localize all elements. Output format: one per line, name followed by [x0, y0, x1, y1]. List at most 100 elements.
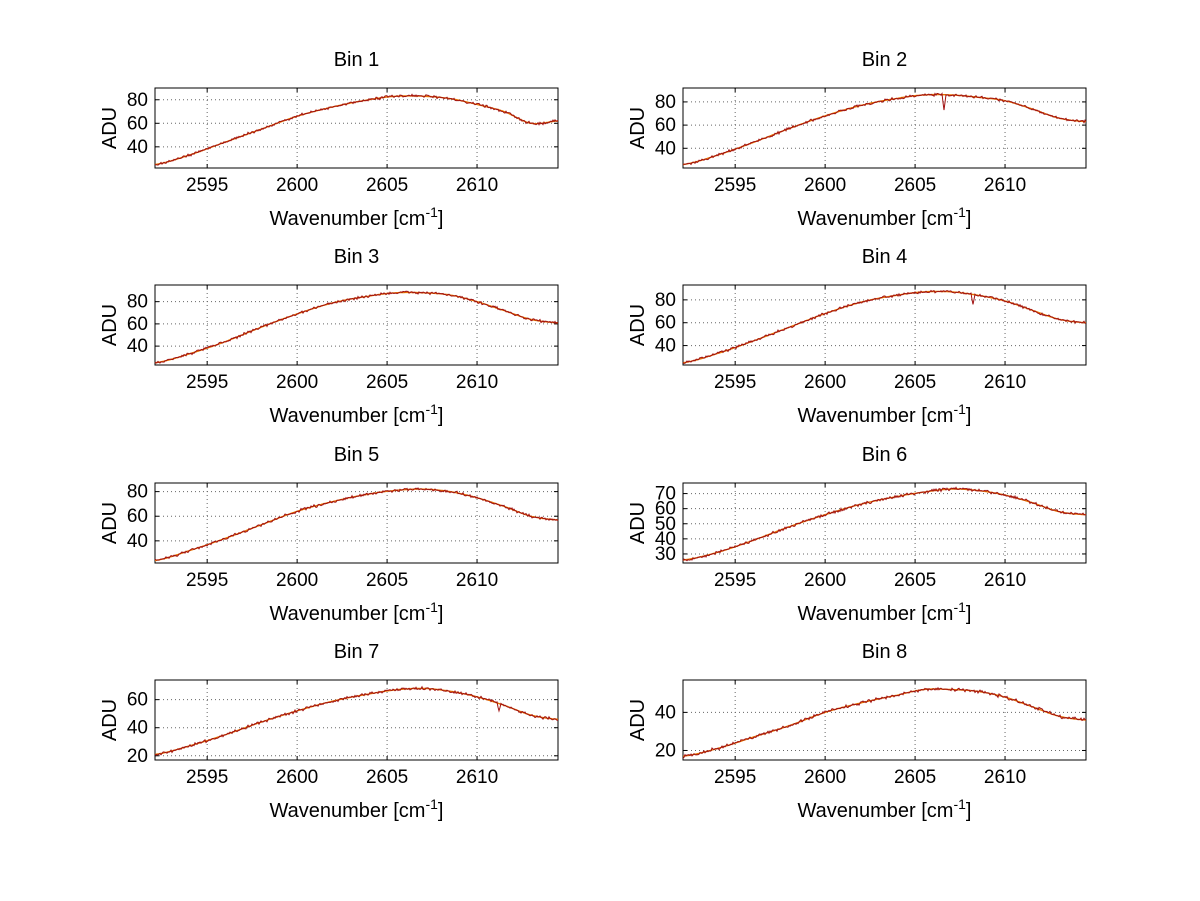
- svg-text:20: 20: [127, 746, 148, 767]
- x-axis-label-text: Wavenumber [cm: [269, 603, 426, 625]
- svg-text:40: 40: [655, 702, 676, 723]
- svg-text:2595: 2595: [186, 570, 228, 591]
- svg-text:60: 60: [127, 506, 148, 527]
- svg-text:40: 40: [127, 336, 148, 357]
- svg-text:80: 80: [655, 92, 676, 113]
- x-axis-label: Wavenumber [cm-1]: [155, 796, 558, 826]
- x-axis-label-superscript: -1: [953, 796, 966, 812]
- svg-text:2605: 2605: [894, 175, 936, 196]
- x-axis-label: Wavenumber [cm-1]: [155, 204, 558, 234]
- x-axis-label: Wavenumber [cm-1]: [683, 796, 1086, 826]
- svg-text:50: 50: [655, 514, 676, 535]
- svg-text:2595: 2595: [714, 175, 756, 196]
- subplot-bin-4: Bin 4 ADU 2595 2600 2605 2610 40 60 80 Wavenum…: [627, 241, 1101, 433]
- svg-text:2600: 2600: [804, 372, 846, 393]
- svg-text:30: 30: [655, 544, 676, 565]
- svg-text:2600: 2600: [804, 175, 846, 196]
- subplot-bin-6: Bin 6 ADU 2595 2600 2605 2610 30 40 50 60 70 Wav…: [627, 439, 1101, 631]
- svg-text:2605: 2605: [894, 767, 936, 788]
- plot-canvas: 2595 2600 2605 2610 20 40: [655, 679, 1087, 788]
- svg-text:2610: 2610: [984, 175, 1026, 196]
- x-axis-label: Wavenumber [cm-1]: [683, 204, 1086, 234]
- svg-text:40: 40: [127, 531, 148, 552]
- x-axis-label-superscript: -1: [953, 599, 966, 615]
- x-axis-label-text: Wavenumber [cm: [269, 800, 426, 822]
- x-axis-label-superscript: -1: [953, 204, 966, 220]
- plot-title: Bin 8: [861, 641, 908, 663]
- x-axis-label-close: ]: [437, 603, 444, 625]
- svg-text:2595: 2595: [714, 767, 756, 788]
- svg-text:2595: 2595: [714, 570, 756, 591]
- svg-text:2610: 2610: [456, 570, 498, 591]
- svg-text:80: 80: [655, 290, 676, 311]
- x-axis-label-close: ]: [965, 208, 972, 230]
- plot-title: Bin 7: [333, 641, 380, 663]
- svg-text:40: 40: [655, 529, 676, 550]
- svg-text:2605: 2605: [366, 372, 408, 393]
- x-axis-label-text: Wavenumber [cm: [797, 208, 954, 230]
- svg-text:60: 60: [655, 499, 676, 520]
- svg-text:60: 60: [127, 690, 148, 711]
- svg-text:80: 80: [127, 482, 148, 503]
- plot-title: Bin 3: [333, 246, 380, 268]
- x-axis-label-text: Wavenumber [cm: [797, 405, 954, 427]
- svg-text:20: 20: [655, 740, 676, 761]
- x-axis-label-superscript: -1: [425, 401, 438, 417]
- x-axis-label-superscript: -1: [425, 204, 438, 220]
- svg-text:60: 60: [655, 115, 676, 136]
- x-axis-label-text: Wavenumber [cm: [269, 208, 426, 230]
- svg-text:2600: 2600: [276, 372, 318, 393]
- plot-title: Bin 6: [861, 444, 908, 466]
- svg-text:70: 70: [655, 484, 676, 505]
- plot-title: Bin 1: [333, 49, 380, 71]
- svg-text:40: 40: [127, 137, 148, 158]
- svg-text:2605: 2605: [894, 570, 936, 591]
- svg-text:2605: 2605: [366, 767, 408, 788]
- subplot-bin-7: Bin 7 ADU 2595 2600 2605 2610 20 40 60 Wavenum…: [99, 636, 573, 828]
- plot-title: Bin 5: [333, 444, 380, 466]
- svg-text:40: 40: [655, 336, 676, 357]
- x-axis-label-close: ]: [965, 800, 972, 822]
- svg-text:2610: 2610: [456, 767, 498, 788]
- x-axis-label-superscript: -1: [425, 599, 438, 615]
- x-axis-label-close: ]: [437, 208, 444, 230]
- subplot-bin-5: Bin 5 ADU 2595 2600 2605 2610 40 60 80 Wavenum…: [99, 439, 573, 631]
- x-axis-label-close: ]: [437, 800, 444, 822]
- plot-canvas: 2595 2600 2605 2610 20 40 60: [127, 679, 559, 788]
- subplot-bin-8: Bin 8 ADU 2595 2600 2605 2610 20 40 Wavenumbe…: [627, 636, 1101, 828]
- svg-text:2600: 2600: [276, 175, 318, 196]
- svg-text:80: 80: [127, 292, 148, 313]
- x-axis-label-text: Wavenumber [cm: [269, 405, 426, 427]
- svg-text:2610: 2610: [456, 175, 498, 196]
- svg-text:2610: 2610: [984, 372, 1026, 393]
- svg-text:2600: 2600: [276, 570, 318, 591]
- svg-text:2610: 2610: [984, 570, 1026, 591]
- svg-text:40: 40: [127, 718, 148, 739]
- svg-text:2600: 2600: [804, 767, 846, 788]
- plot-title: Bin 2: [861, 49, 908, 71]
- svg-text:2610: 2610: [456, 372, 498, 393]
- subplot-bin-1: Bin 1 ADU 2595 2600 2605 2610 40 60 80 Wavenum…: [99, 44, 573, 236]
- svg-text:60: 60: [127, 113, 148, 134]
- x-axis-label: Wavenumber [cm-1]: [683, 599, 1086, 629]
- x-axis-label-close: ]: [437, 405, 444, 427]
- svg-text:2595: 2595: [186, 175, 228, 196]
- plot-title: Bin 4: [861, 246, 908, 268]
- x-axis-label-superscript: -1: [425, 796, 438, 812]
- svg-text:2605: 2605: [366, 570, 408, 591]
- svg-text:2605: 2605: [366, 175, 408, 196]
- svg-text:40: 40: [655, 138, 676, 159]
- svg-text:2605: 2605: [894, 372, 936, 393]
- svg-text:2595: 2595: [714, 372, 756, 393]
- x-axis-label-close: ]: [965, 405, 972, 427]
- subplot-bin-3: Bin 3 ADU 2595 2600 2605 2610 40 60 80 Wavenum…: [99, 241, 573, 433]
- x-axis-label: Wavenumber [cm-1]: [155, 401, 558, 431]
- svg-text:2600: 2600: [276, 767, 318, 788]
- x-axis-label-text: Wavenumber [cm: [797, 800, 954, 822]
- svg-text:60: 60: [127, 314, 148, 335]
